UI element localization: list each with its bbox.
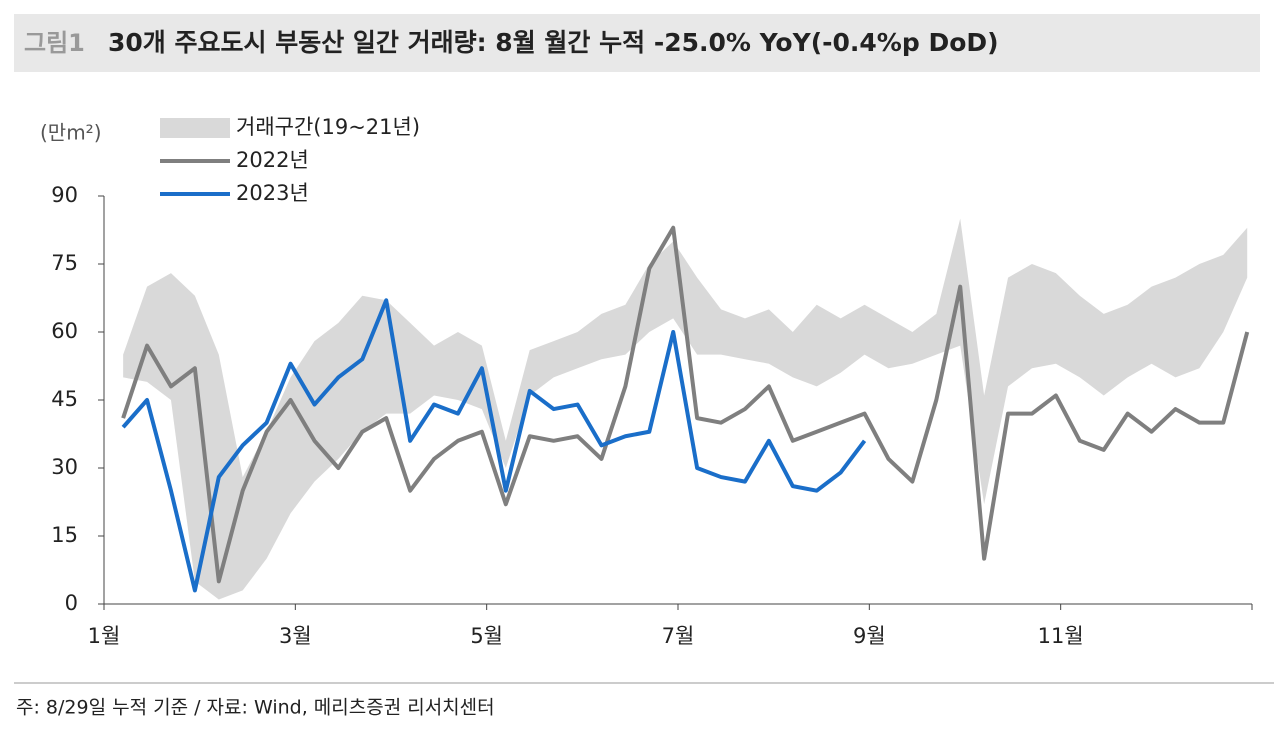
figure-label: 그림1 (24, 29, 85, 57)
chart-title: 30개 주요도시 부동산 일간 거래량: 8월 월간 누적 -25.0% YoY… (108, 28, 999, 57)
legend-label: 2023년 (236, 181, 309, 205)
x-tick-label: 11월 (1038, 624, 1084, 648)
y-tick-label: 15 (51, 523, 78, 547)
y-tick-label: 30 (51, 455, 78, 479)
y-tick-label: 60 (51, 319, 78, 343)
x-tick-label: 9월 (853, 624, 886, 648)
y-tick-label: 45 (51, 387, 78, 411)
legend-label: 거래구간(19~21년) (236, 115, 420, 139)
series-line (121, 225, 1250, 584)
x-tick-label: 5월 (470, 624, 503, 648)
y-axis-label: (만m²) (40, 121, 102, 145)
title-bar (14, 14, 1260, 72)
x-tick-label: 7월 (662, 624, 695, 648)
y-tick-label: 90 (51, 183, 78, 207)
range-band (123, 218, 1248, 600)
legend-swatch (160, 118, 230, 138)
legend-label: 2022년 (236, 148, 309, 172)
series-line (121, 298, 867, 593)
note: 주: 8/29일 누적 기준 / 자료: Wind, 메리츠증권 리서치센터 (16, 697, 495, 719)
y-tick-label: 75 (51, 251, 78, 275)
x-tick-label: 3월 (279, 624, 312, 648)
x-tick-label: 1월 (88, 624, 121, 648)
y-tick-label: 0 (65, 591, 78, 615)
